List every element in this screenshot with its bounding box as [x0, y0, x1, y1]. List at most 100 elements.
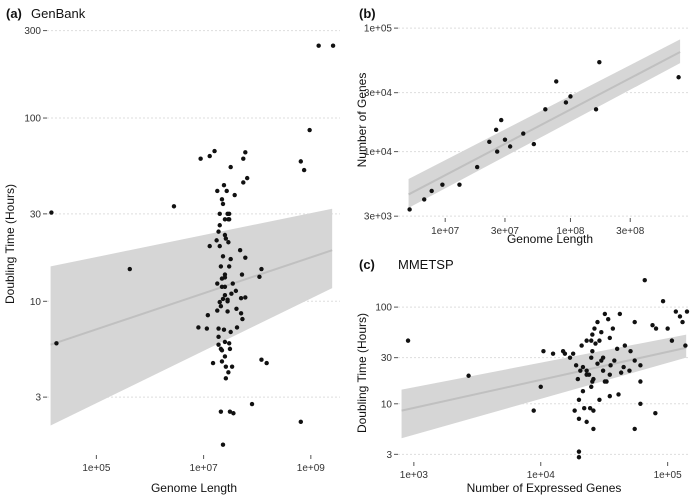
- panel-a-data-point: [307, 127, 312, 133]
- panel-c-regression-line: [401, 346, 687, 412]
- panel-b-data-point: [422, 197, 427, 202]
- panel-a-x-tick-label: 1e+09: [297, 463, 326, 474]
- panel-a-y-tick-label: 30: [30, 209, 42, 220]
- panel-a-data-point: [207, 243, 212, 249]
- panel-b-x-tick-label: 1e+07: [431, 226, 460, 237]
- panel-a-data-point: [217, 299, 222, 305]
- panel-a-data-point: [259, 266, 264, 272]
- panel-c-data-point: [628, 348, 633, 354]
- panel-b-letter: (b): [359, 6, 376, 21]
- panel-c-data-point: [607, 335, 612, 341]
- panel-c-data-point: [673, 309, 679, 314]
- panel-a-data-point: [243, 150, 248, 155]
- panel-a-data-point: [230, 281, 235, 286]
- panel-a-data-point: [330, 43, 336, 48]
- panel-c-data-point: [653, 326, 659, 331]
- panel-a-data-point: [229, 291, 234, 296]
- panel-a-data-point: [298, 159, 303, 164]
- panel-c-data-point: [600, 368, 606, 373]
- panel-a-data-point: [238, 295, 244, 301]
- panel-c-data-point: [597, 397, 602, 402]
- panel-c-data-point: [562, 351, 568, 356]
- panel-c-data-point: [538, 384, 543, 389]
- panel-c-data-point: [680, 319, 685, 325]
- panel-c-data-point: [589, 384, 594, 389]
- panel-c-data-point: [607, 372, 612, 377]
- panel-a-data-point: [215, 281, 220, 286]
- panel-b-data-point: [429, 188, 434, 194]
- panel-b-y-axis-title: Number of Genes: [355, 73, 369, 168]
- panel-a-data-point: [217, 223, 222, 228]
- panel-c-data-point: [591, 408, 596, 413]
- panel-b-data-point: [568, 94, 573, 99]
- panel-a-data-point: [219, 359, 225, 364]
- panel-a-y-axis-title: Doubling Time (Hours): [3, 184, 17, 304]
- panel-b-x-tick-label: 1e+08: [556, 226, 585, 237]
- panel-a-data-point: [243, 295, 248, 300]
- panel-a-data-point: [298, 419, 303, 425]
- panel-c-data-point: [584, 419, 589, 425]
- panel-c-data-point: [405, 338, 411, 343]
- panel-a-data-point: [259, 357, 264, 362]
- panel-c-data-point: [531, 408, 536, 413]
- panel-a-data-point: [243, 255, 248, 260]
- panel-c-data-point: [580, 388, 586, 394]
- panel-c-data-point: [632, 319, 637, 325]
- panel-c-data-point: [591, 426, 596, 432]
- panel-a-data-point: [228, 164, 233, 170]
- panel-c-data-point: [591, 376, 596, 382]
- panel-c-y-tick-label: 10: [381, 399, 393, 410]
- panel-b-data-point: [676, 75, 681, 80]
- panel-a-data-point: [198, 156, 203, 161]
- panel-a-data-point: [219, 197, 225, 202]
- panel-b-data-point: [543, 107, 548, 112]
- panel-b-genome-length-genes-scatter: (b) 1e+07 3e+07 1e+08 3e+08 3e+03 1e+04 3e+04…: [355, 6, 690, 246]
- panel-a-data-point: [226, 211, 232, 217]
- panel-a-data-point: [226, 217, 231, 222]
- panel-a-data-point: [219, 348, 225, 353]
- panel-c-x-tick-label: 1e+03: [400, 470, 429, 481]
- panel-a-data-point: [222, 339, 228, 345]
- panel-a-data-point: [217, 211, 222, 217]
- panel-c-data-point: [610, 326, 616, 331]
- panel-b-data-point: [502, 137, 508, 142]
- panel-a-data-point: [228, 329, 233, 335]
- panel-a-data-point: [234, 325, 240, 330]
- panel-b-data-point: [593, 107, 599, 112]
- panel-c-data-point: [582, 406, 587, 411]
- panel-a-data-point: [222, 217, 228, 222]
- panel-b-data-point: [521, 131, 526, 136]
- panel-a-data-point: [223, 376, 229, 381]
- panel-b-data-point: [493, 127, 499, 133]
- panel-c-data-point: [632, 358, 637, 363]
- panel-a-data-point: [221, 183, 227, 188]
- panel-c-data-point: [683, 343, 688, 348]
- panel-a-data-point: [210, 360, 216, 366]
- panel-a-data-point: [218, 264, 224, 269]
- panel-a-data-point: [216, 334, 221, 340]
- panel-c-data-point: [584, 372, 589, 377]
- panel-a-data-point: [205, 312, 211, 318]
- panel-a-data-point: [257, 274, 262, 280]
- panel-a-data-point: [207, 153, 212, 159]
- panel-b-data-point: [507, 144, 513, 149]
- panel-c-data-point: [589, 338, 594, 343]
- panel-a-regression-line: [50, 249, 333, 346]
- panel-a-data-point: [226, 370, 231, 375]
- panel-a-data-point: [218, 304, 224, 309]
- panel-c-x-axis-title: Number of Expressed Genes: [467, 481, 622, 495]
- panel-c-data-point: [607, 393, 612, 399]
- panel-c-x-ticks: 1e+03 1e+04 1e+05: [400, 462, 682, 481]
- panel-c-data-point: [576, 449, 582, 454]
- panel-a-data-point: [241, 180, 246, 185]
- panel-c-data-point: [541, 348, 546, 354]
- panel-c-data-point: [578, 368, 583, 373]
- panel-a-data-point: [216, 326, 221, 331]
- panel-a-data-point: [220, 296, 226, 302]
- panel-c-data-point: [580, 364, 586, 370]
- panel-b-grid: [398, 27, 690, 217]
- panel-a-data-point: [227, 409, 233, 414]
- panel-c-y-tick-label: 3: [386, 450, 392, 461]
- panel-c-y-ticks: 3 10 30 100: [375, 303, 398, 461]
